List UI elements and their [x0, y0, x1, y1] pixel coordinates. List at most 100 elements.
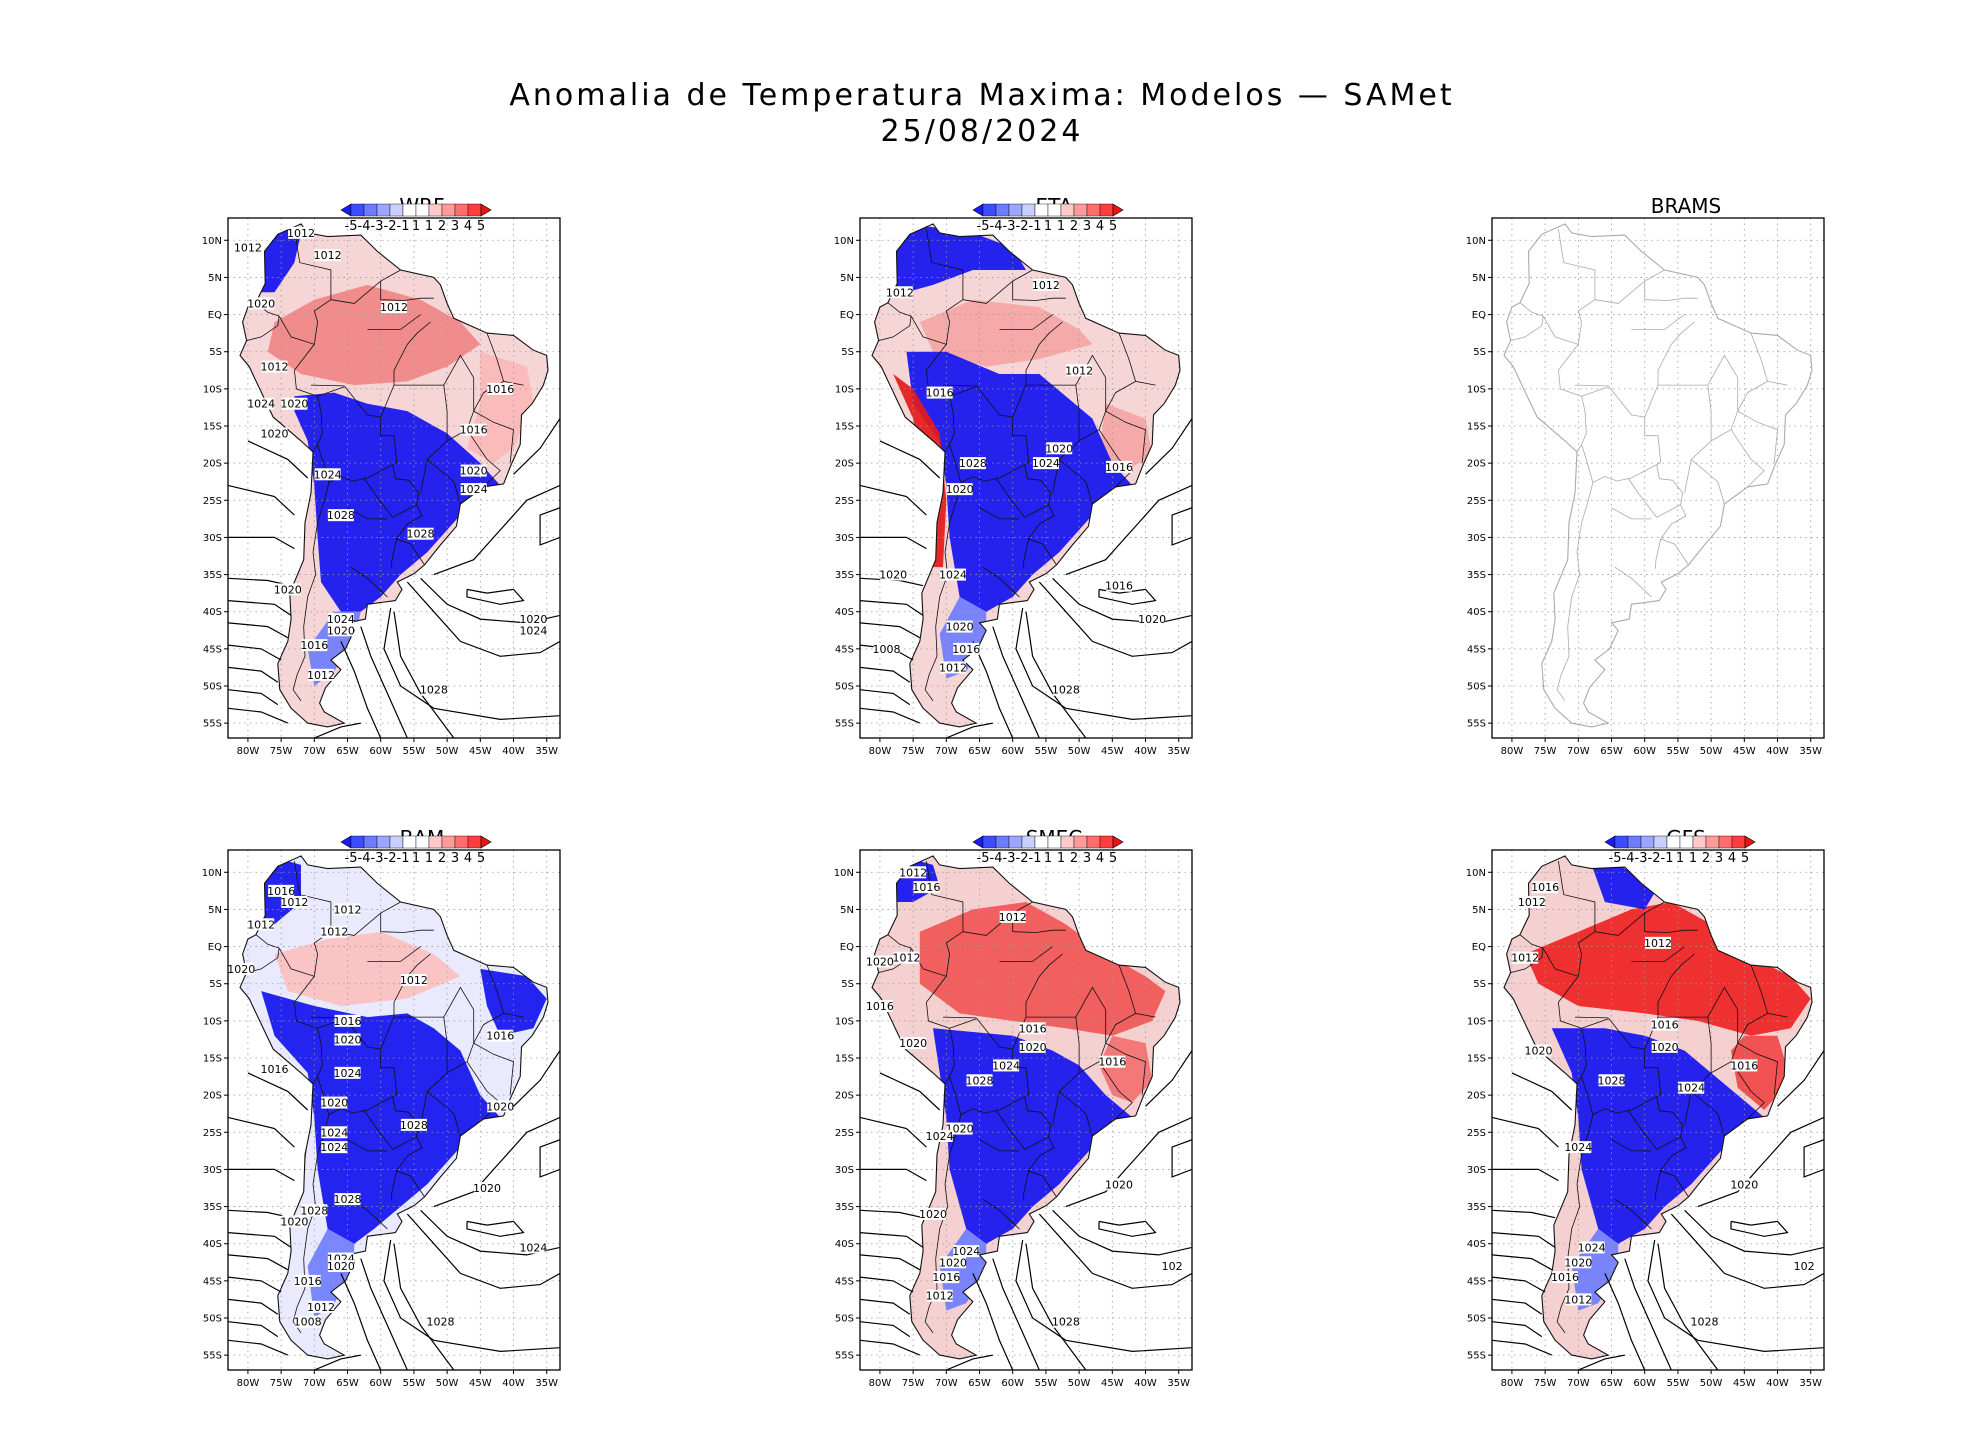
border-line — [363, 464, 420, 518]
lon-tick-label: 40W — [502, 1378, 525, 1389]
lat-tick-label: 50S — [835, 682, 854, 693]
lat-tick-label: 25S — [835, 496, 854, 507]
lon-tick-label: 65W — [336, 1378, 359, 1389]
isobar-label-bg — [314, 468, 341, 481]
isobar-label: 1012 — [400, 974, 428, 987]
border-line — [1660, 1136, 1689, 1198]
lat-tick-label: 55S — [1467, 1351, 1486, 1362]
lat-tick-label: 55S — [835, 719, 854, 730]
isobar-label-bg — [920, 1208, 947, 1220]
isobar-label-bg — [281, 397, 308, 410]
isobar-label: 1008 — [294, 1316, 322, 1329]
colorbar-tick-label: -3 — [1635, 851, 1648, 866]
isobar-label: 1020 — [1564, 1256, 1592, 1269]
isobar-line — [860, 536, 927, 550]
isobar-label-bg — [301, 1204, 328, 1217]
isobar-label: 1024 — [519, 1241, 547, 1254]
border-line — [246, 302, 280, 341]
anomaly-region — [1731, 1035, 1791, 1110]
isobar-label-bg — [1731, 1059, 1758, 1072]
colorbar-tick-label: -3 — [1003, 219, 1016, 234]
isobar-line — [1511, 1072, 1573, 1111]
isobar-label: 1016 — [460, 424, 488, 437]
anomaly-region — [307, 1228, 355, 1318]
lon-tick-label: 65W — [968, 746, 991, 757]
isobar-label-bg — [946, 483, 973, 496]
isobar-line — [1171, 1139, 1192, 1178]
border-line — [942, 384, 977, 387]
lon-tick-label: 40W — [502, 746, 525, 757]
anomaly-region — [906, 351, 1133, 612]
isobar-label: 102 — [1794, 1260, 1815, 1273]
isobar-line — [247, 1072, 309, 1111]
lon-tick-label: 35W — [1799, 1378, 1822, 1389]
border-line — [1028, 504, 1057, 566]
isobar-line — [228, 1254, 289, 1271]
border-line — [1012, 281, 1066, 301]
lon-tick-label: 50W — [436, 746, 459, 757]
isobar-label-bg — [1105, 579, 1132, 592]
lon-tick-label: 70W — [1567, 1378, 1590, 1389]
lon-tick-label: 60W — [1001, 746, 1024, 757]
lat-tick-label: 5N — [1472, 905, 1486, 916]
isobar-label: 1020 — [1524, 1045, 1552, 1058]
colorbar-tick-label: -2 — [384, 851, 397, 866]
colorbar-tick-label: 1 — [1044, 851, 1052, 866]
isobar-label: 1012 — [320, 926, 348, 939]
lat-tick-label: 5S — [209, 979, 222, 990]
coastline — [239, 855, 549, 1360]
isobar-line — [360, 626, 408, 738]
border-line — [1012, 1016, 1080, 1125]
border-line — [1574, 384, 1609, 387]
lat-tick-label: 25S — [203, 496, 222, 507]
isobar-line — [466, 1220, 525, 1237]
isobar-label: 1012 — [334, 903, 362, 916]
isobar-line — [383, 607, 560, 721]
isobar-label-bg — [487, 1029, 514, 1042]
lon-tick-label: 65W — [968, 1378, 991, 1389]
colorbar-tick-label: 3 — [1083, 851, 1091, 866]
lon-tick-label: 75W — [1534, 746, 1557, 757]
figure-title: Anomalia de Temperatura Maxima: Modelos … — [509, 78, 1455, 113]
map-frame — [859, 217, 1193, 739]
isobar-line — [860, 622, 921, 639]
isobar-label: 1016 — [267, 885, 295, 898]
isobar-label: 1028 — [407, 528, 435, 541]
border-line — [1058, 459, 1093, 505]
isobar-label-bg — [473, 1182, 500, 1194]
isobar-label-bg — [460, 483, 487, 496]
isobar-line — [860, 1254, 921, 1271]
lon-tick-label: 55W — [1667, 1378, 1690, 1389]
lon-tick-label: 50W — [436, 1378, 459, 1389]
border-line — [466, 429, 501, 488]
lat-tick-label: 25S — [835, 1128, 854, 1139]
border-line — [1058, 1091, 1093, 1137]
lon-tick-label: 65W — [1600, 746, 1623, 757]
isobar-label-bg — [900, 866, 927, 879]
isobar-label-bg — [334, 1014, 361, 1027]
anomaly-region — [919, 902, 1166, 1036]
isobar-label: 1024 — [247, 398, 275, 411]
lat-tick-label: 5S — [209, 347, 222, 358]
isobar-line — [340, 1273, 382, 1370]
colorbar-tick-label: 1 — [412, 219, 420, 234]
isobar-label: 1024 — [460, 483, 488, 496]
isobar-label-bg — [1525, 1044, 1552, 1057]
colorbar-tick-label: -4 — [358, 219, 371, 234]
colorbar-tick-label: -4 — [358, 851, 371, 866]
colorbar-tick-label: 1 — [1676, 851, 1684, 866]
border-line — [443, 986, 475, 1074]
isobar-line — [1492, 1254, 1553, 1271]
lon-tick-label: 80W — [869, 1378, 892, 1389]
lat-tick-label: 10N — [834, 868, 854, 879]
isobar-label: 1012 — [999, 911, 1027, 924]
lat-tick-label: 45S — [1467, 1276, 1486, 1287]
isobar-label-bg — [520, 624, 547, 637]
lat-tick-label: 30S — [203, 533, 222, 544]
isobar-line — [393, 611, 455, 738]
isobar-label-bg — [248, 918, 275, 931]
colorbar-tick-label: -5 — [345, 851, 358, 866]
lon-tick-label: 50W — [1700, 746, 1723, 757]
isobar-line — [1492, 1232, 1556, 1248]
border-line — [1611, 507, 1652, 520]
